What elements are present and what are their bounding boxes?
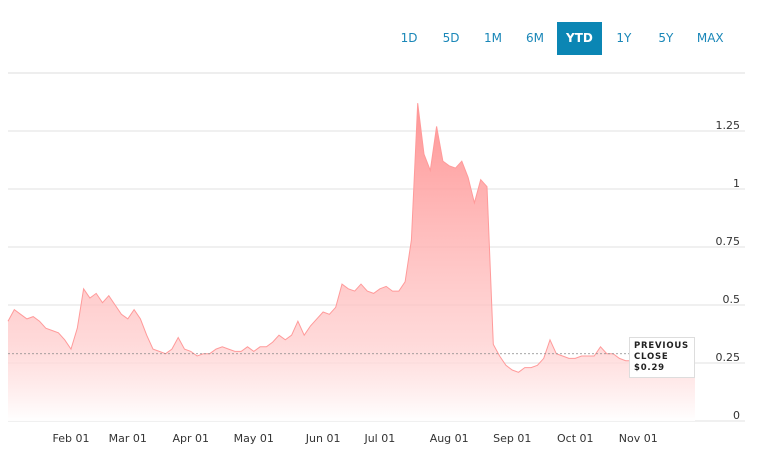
previous-close-text: PREVIOUS CLOSE <box>634 341 689 362</box>
previous-close-value: $0.29 <box>634 363 665 373</box>
x-tick-label: Mar 01 <box>109 432 147 445</box>
range-button[interactable]: 5D <box>442 31 460 45</box>
x-tick-label: Apr 01 <box>173 432 210 445</box>
y-tick-label: 0.25 <box>716 351 741 364</box>
previous-close-label: PREVIOUS CLOSE $0.29 <box>629 337 695 378</box>
area-fill <box>8 103 695 421</box>
range-button[interactable]: MAX <box>696 31 724 45</box>
y-tick-label: 0.75 <box>716 235 741 248</box>
y-tick-label: 1 <box>733 177 740 190</box>
x-tick-label: May 01 <box>234 432 274 445</box>
x-tick-label: Aug 01 <box>430 432 469 445</box>
x-tick-label: Jul 01 <box>363 432 395 445</box>
area-line <box>7 103 696 373</box>
range-selector: 1D 5D 1M 6M YTD 1Y 5Y MAX <box>388 22 734 55</box>
range-button[interactable]: 6M <box>526 31 544 45</box>
x-tick-label: Feb 01 <box>53 432 90 445</box>
range-button[interactable]: 5Y <box>658 31 674 45</box>
x-tick-label: Nov 01 <box>619 432 658 445</box>
range-button[interactable]: YTD <box>557 22 602 55</box>
range-button[interactable]: 1M <box>484 31 502 45</box>
range-button[interactable]: 1D <box>400 31 418 45</box>
y-tick-label: 1.25 <box>716 119 741 132</box>
y-tick-label: 0.5 <box>723 293 741 306</box>
y-tick-label: 0 <box>733 409 740 422</box>
x-tick-label: Jun 01 <box>305 432 341 445</box>
x-tick-label: Oct 01 <box>557 432 594 445</box>
range-button[interactable]: 1Y <box>616 31 632 45</box>
x-tick-label: Sep 01 <box>493 432 531 445</box>
